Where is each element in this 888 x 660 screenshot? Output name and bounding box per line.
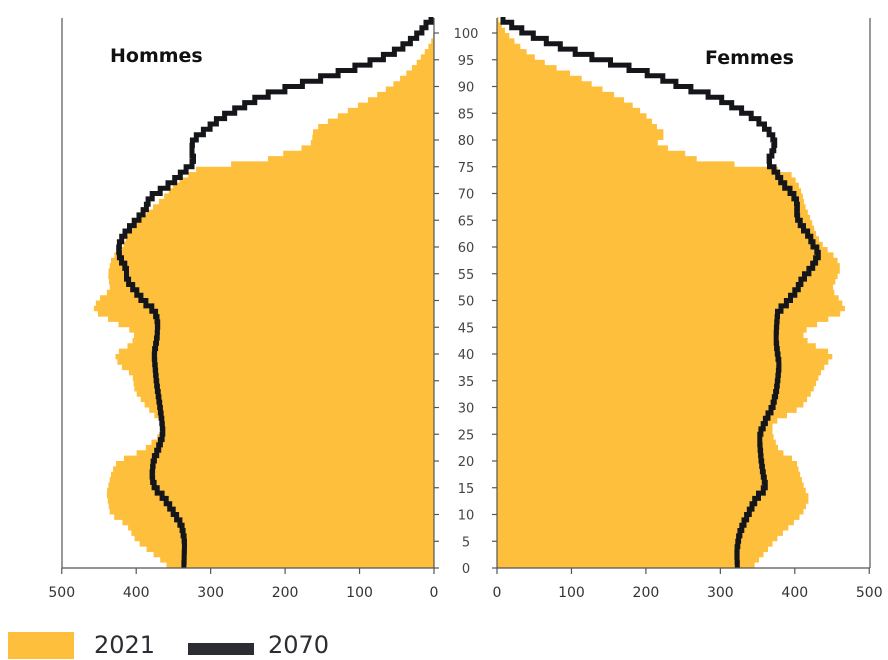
- x-tick-label-left: 300: [197, 585, 224, 601]
- legend-swatch-2070: [188, 643, 254, 655]
- x-tick-label-right: 0: [493, 585, 502, 601]
- age-tick-label: 35: [458, 375, 475, 390]
- age-tick-label: 95: [458, 54, 475, 69]
- panel-title-hommes: Hommes: [110, 45, 203, 67]
- x-tick-label-right: 200: [633, 585, 660, 601]
- age-tick-label: 5: [462, 535, 470, 550]
- age-tick-label: 10: [458, 509, 475, 524]
- panel-title-femmes: Femmes: [705, 47, 794, 69]
- x-tick-label-right: 300: [707, 585, 734, 601]
- x-tick-label-left: 100: [346, 585, 373, 601]
- x-tick-label-right: 100: [558, 585, 585, 601]
- age-tick-label: 30: [458, 402, 475, 417]
- age-tick-label: 85: [458, 107, 475, 122]
- x-tick-label-right: 500: [856, 585, 883, 601]
- age-tick-label: 70: [458, 188, 475, 203]
- legend-item-2021: 2021: [8, 630, 155, 660]
- x-tick-label-left: 400: [123, 585, 150, 601]
- x-tick-label-right: 400: [781, 585, 808, 601]
- legend-swatch-2021: [8, 631, 74, 659]
- age-tick-label: 50: [458, 295, 475, 310]
- age-tick-label: 65: [458, 214, 475, 229]
- age-tick-label: 25: [458, 428, 475, 443]
- line-hommes_2070: [116, 17, 434, 568]
- age-tick-label: 90: [458, 81, 475, 96]
- legend-label-2070: 2070: [268, 631, 330, 659]
- area-hommes_2021: [93, 33, 435, 568]
- age-tick-label: 40: [458, 348, 475, 363]
- population-pyramid-chart: 500 400 300 200 100 0 0 100 200 300 400 500 0 5 10 15 20…: [48, 16, 883, 601]
- age-tick-label: 60: [458, 241, 475, 256]
- age-tick-label: 100: [454, 27, 479, 42]
- age-tick-label: 55: [458, 268, 475, 283]
- area-femmes_2021: [497, 16, 845, 568]
- x-tick-label-left: 0: [430, 585, 439, 601]
- legend-label-2021: 2021: [94, 631, 156, 659]
- legend-item-2070: 2070: [188, 630, 329, 660]
- age-tick-label: 75: [458, 161, 475, 176]
- age-tick-label: 15: [458, 482, 475, 497]
- age-tick-label: 80: [458, 134, 475, 149]
- age-tick-label: 20: [458, 455, 475, 470]
- age-tick-label: 45: [458, 321, 475, 336]
- age-tick-label: 0: [462, 562, 470, 577]
- x-tick-label-left: 500: [48, 585, 75, 601]
- line-femmes_2070: [500, 17, 821, 568]
- x-tick-label-left: 200: [272, 585, 299, 601]
